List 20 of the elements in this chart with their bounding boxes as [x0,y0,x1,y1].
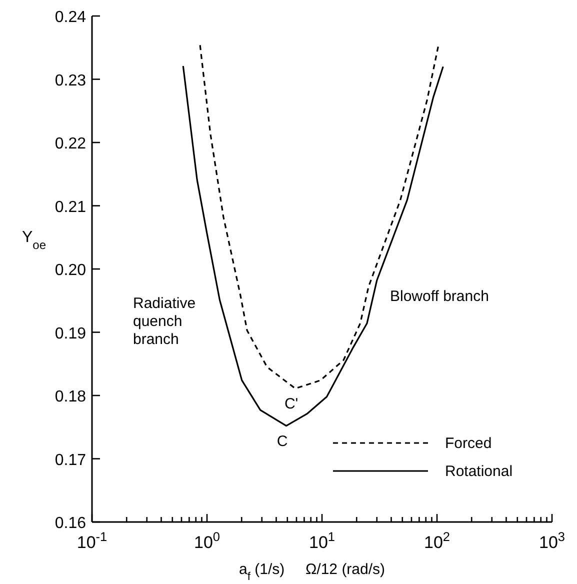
x-tick-label: 10$^{3}$ [538,528,566,552]
y-tick-label: 0.23 [54,72,86,90]
x-tick-label: 10$^{1}$ [308,528,336,552]
x-tick-label: 10$^{0}$ [194,528,220,552]
y-tick-label: 0.19 [54,325,86,342]
annotation: C' [284,396,298,413]
y-tick-label: 0.21 [54,198,86,216]
y-tick-label: 0.20 [54,262,86,279]
y-tick-label: 0.18 [54,388,86,406]
annotation: Radiative quench branch [133,295,196,348]
x-tick-label: 10$^{2}$ [424,528,450,552]
annotation: C [276,432,288,450]
y-tick-label: 0.22 [54,136,86,152]
text: Rotational [445,463,513,480]
y-tick-label: 0.17 [54,452,86,469]
x-axis-title: a$_{f}$ (1/s) Ω/12 (rad/s) [238,561,386,583]
annotation: Blowoff branch [390,288,489,305]
y-axis-title: Y$_{oe}$ [22,229,46,252]
text: Forced [445,435,492,452]
y-tick-label: 0.24 [54,9,86,26]
